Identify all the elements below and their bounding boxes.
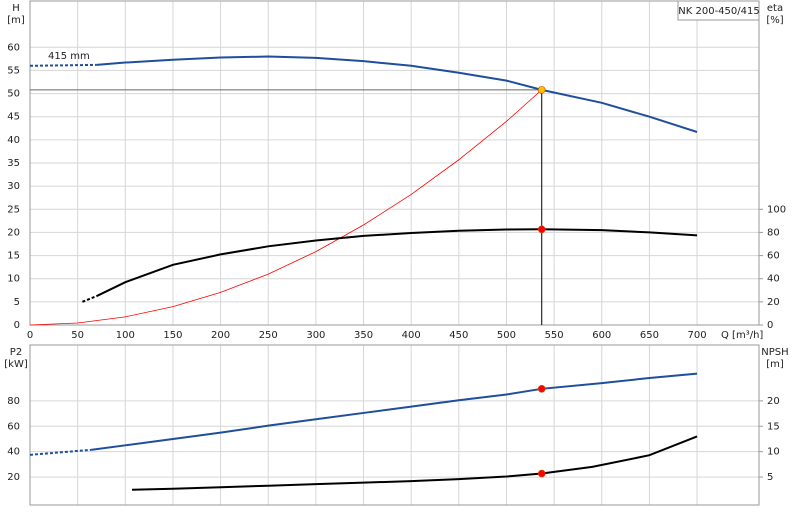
curve: [91, 372, 698, 451]
y-tick-label: 40: [7, 447, 20, 458]
y-tick-label: 60: [7, 42, 20, 53]
duty-point: [537, 86, 546, 94]
x-tick-label: 450: [449, 330, 468, 341]
x-tick-label: 400: [402, 330, 421, 341]
duty-point: [537, 469, 546, 478]
x-tick-label: 150: [163, 330, 182, 341]
y2-axis-label: [%]: [766, 15, 783, 26]
curve: [131, 435, 698, 491]
x-axis-label: Q [m³/h]: [721, 330, 763, 341]
y2-tick-label: 80: [767, 227, 780, 238]
duty-point: [537, 385, 546, 393]
y2-axis-label: NPSH: [761, 347, 788, 358]
y2-tick-label: 60: [767, 251, 780, 262]
chart-title: NK 200-450/415: [678, 6, 759, 17]
duty-point: [537, 225, 546, 234]
curve: [96, 228, 698, 297]
y-tick-label: 80: [7, 396, 20, 407]
y2-tick-label: 0: [767, 320, 773, 331]
y2-tick-label: 20: [767, 297, 780, 308]
curve: [96, 55, 698, 133]
y-tick-label: 15: [7, 251, 20, 262]
title-box: [677, 0, 760, 21]
y-tick-label: 50: [7, 89, 20, 100]
curve-annotation: 415 mm: [48, 51, 90, 62]
x-tick-label: 0: [27, 330, 33, 341]
y2-tick-label: 10: [767, 447, 780, 458]
y-tick-label: 10: [7, 274, 20, 285]
y-tick-label: 5: [14, 297, 20, 308]
y-tick-label: 30: [7, 181, 20, 192]
y-tick-label: 45: [7, 112, 20, 123]
y2-tick-label: 20: [767, 396, 780, 407]
x-tick-label: 700: [688, 330, 707, 341]
y-tick-label: 55: [7, 65, 20, 76]
x-tick-label: 50: [71, 330, 84, 341]
y-tick-label: 40: [7, 135, 20, 146]
y-axis-label: H: [12, 3, 20, 14]
plot-frame: [29, 0, 760, 326]
curve: [29, 63, 97, 67]
y-axis-label: [m]: [7, 15, 25, 26]
curve: [82, 295, 98, 303]
y-tick-label: 60: [7, 421, 20, 432]
x-tick-label: 550: [545, 330, 564, 341]
x-tick-label: 300: [306, 330, 325, 341]
y2-tick-label: 5: [767, 472, 773, 483]
y-tick-label: 25: [7, 204, 20, 215]
x-tick-label: 200: [211, 330, 230, 341]
x-tick-label: 350: [354, 330, 373, 341]
y2-tick-label: 100: [767, 204, 786, 215]
y2-axis-label: eta: [767, 3, 783, 14]
y2-axis-label: [m]: [766, 359, 784, 370]
y-tick-label: 35: [7, 158, 20, 169]
y-axis-label: P2: [10, 347, 22, 358]
x-tick-label: 600: [592, 330, 611, 341]
curve: [29, 89, 542, 326]
y-tick-label: 0: [14, 320, 20, 331]
curve: [29, 448, 93, 456]
y-axis-label: [kW]: [4, 359, 28, 370]
y2-tick-label: 40: [767, 274, 780, 285]
y2-tick-label: 15: [767, 421, 780, 432]
y-tick-label: 20: [7, 227, 20, 238]
x-tick-label: 500: [497, 330, 516, 341]
plot-frame: [29, 344, 760, 506]
x-tick-label: 250: [259, 330, 278, 341]
x-tick-label: 650: [640, 330, 659, 341]
y-tick-label: 20: [7, 472, 20, 483]
x-tick-label: 100: [116, 330, 135, 341]
